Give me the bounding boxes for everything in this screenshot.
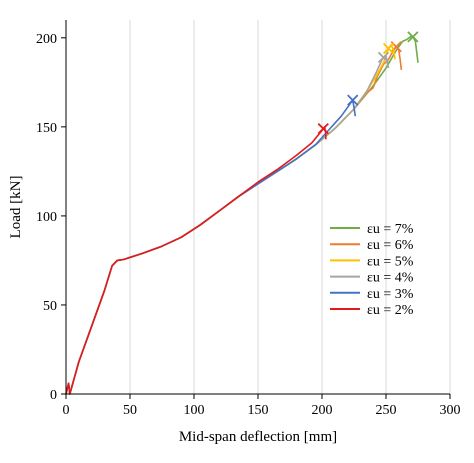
series-3 [65,42,396,395]
y-tick-label: 50 [43,299,57,314]
legend-item: εu = 7% [330,222,414,237]
series-line [65,99,357,395]
legend-item: εu = 5% [330,254,414,269]
legend-item: εu = 6% [330,238,414,253]
series-line [65,44,396,395]
failure-marker [347,94,359,106]
series-layer [65,31,419,395]
legend-label: εu = 3% [367,287,414,302]
legend-label: εu = 2% [367,303,414,318]
failure-marker [382,42,395,55]
legend-item: εu = 2% [330,303,414,318]
x-tick-label: 250 [376,403,397,418]
series-2 [65,41,403,395]
y-axis-title: Load [kN] [8,176,24,239]
y-ticks: 0 50 100 150 200 [36,32,66,403]
x-tick-label: 150 [248,403,269,418]
series-line [65,54,390,395]
y-tick-label: 0 [50,388,57,403]
failure-marker [317,123,329,135]
y-tick-label: 200 [36,32,57,47]
legend-item: εu = 3% [330,287,414,302]
legend-label: εu = 4% [367,271,414,286]
series-line [65,126,327,395]
x-gridlines [129,20,451,394]
x-tick-label: 50 [123,403,137,418]
legend-item: εu = 4% [330,271,414,286]
legend: εu = 7%εu = 6%εu = 5% εu = 4%εu = 3%εu = … [330,222,414,318]
x-tick-label: 200 [312,403,333,418]
series-6 [65,123,329,395]
legend-label: εu = 5% [367,254,414,269]
series-4 [65,51,390,395]
x-tick-label: 0 [63,403,70,418]
legend-label: εu = 7% [367,222,414,237]
y-tick-label: 100 [36,210,57,225]
x-ticks: 0 50 100 150 200 250 300 [63,394,461,418]
x-axis-title: Mid-span deflection [mm] [179,429,337,445]
failure-marker [407,31,419,43]
x-tick-label: 300 [440,403,461,418]
series-line [65,35,419,395]
series-1 [65,31,419,395]
y-tick-label: 150 [36,121,57,136]
x-tick-label: 100 [184,403,205,418]
legend-label: εu = 6% [367,238,414,253]
failure-marker [377,51,390,64]
